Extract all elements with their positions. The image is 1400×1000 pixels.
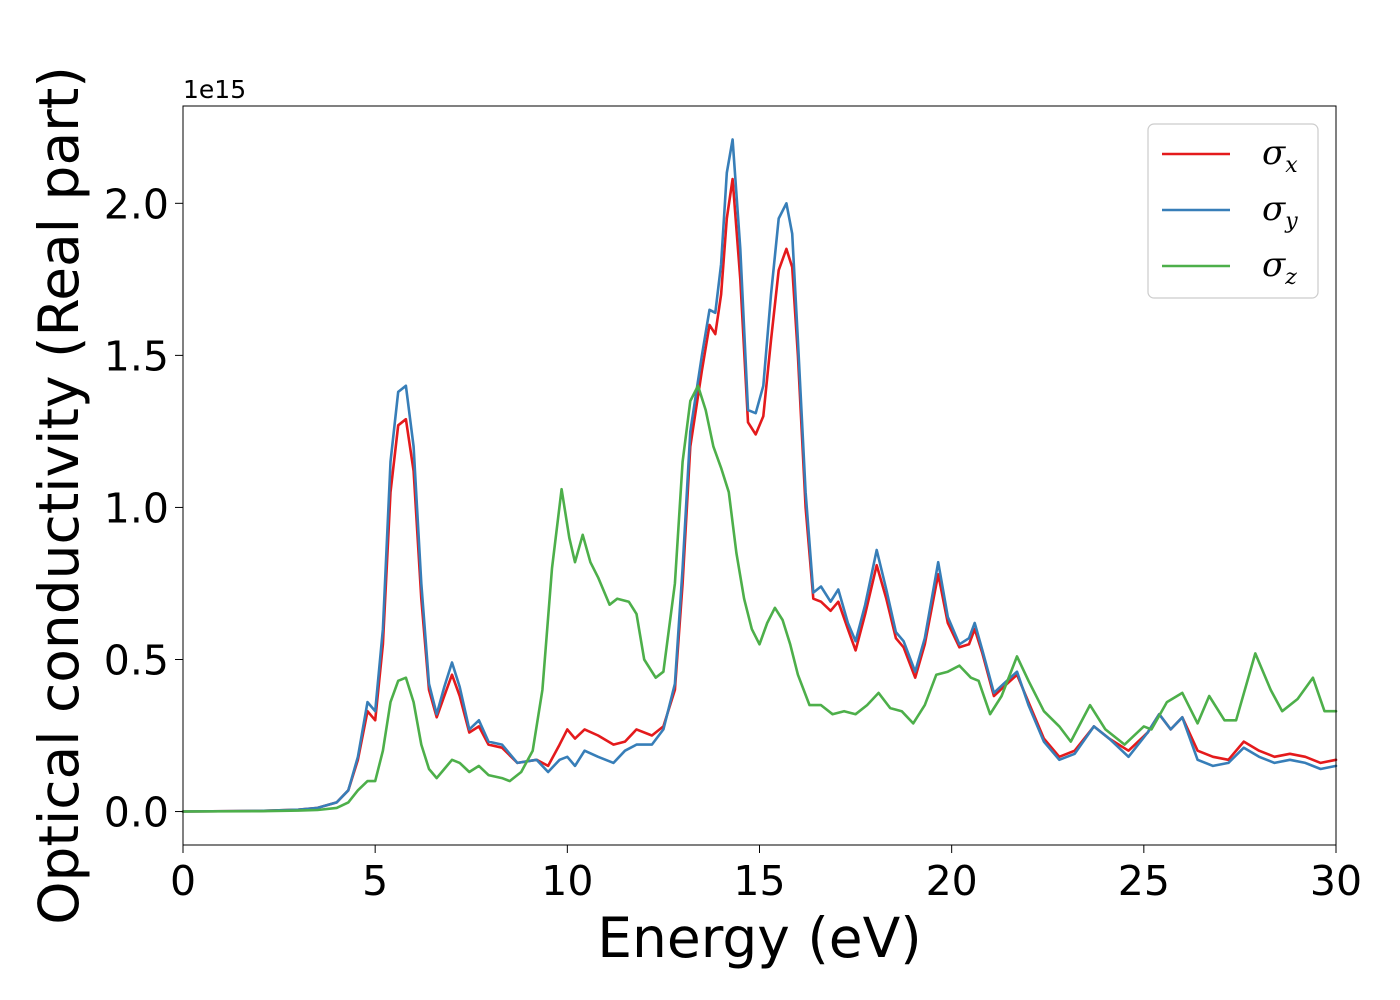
series-layer <box>181 138 1338 813</box>
y-tick-label: 0.0 <box>104 789 169 837</box>
y-tick-label: 0.5 <box>104 636 169 684</box>
y-tick-label: 1.5 <box>104 332 169 380</box>
x-tick-label: 25 <box>1118 857 1170 905</box>
legend-label: σz <box>1262 245 1297 290</box>
legend-box <box>1147 123 1319 299</box>
y-axis-title: Optical conductivity (Real part) <box>27 66 91 925</box>
y-tick-label: 2.0 <box>104 180 169 228</box>
x-axis-ticks: 0 5 10 15 20 25 30 <box>170 845 1362 905</box>
legend: σx σy σz <box>1147 123 1319 299</box>
plot-area <box>183 106 1336 845</box>
x-tick-label: 30 <box>1310 857 1362 905</box>
x-tick-label: 15 <box>733 857 785 905</box>
series-line-2 <box>181 138 1338 813</box>
y-tick-label: 1.0 <box>104 484 169 532</box>
legend-label: σx <box>1262 133 1298 178</box>
series-line-3 <box>181 384 1338 813</box>
x-tick-label: 20 <box>926 857 978 905</box>
x-tick-label: 0 <box>170 857 196 905</box>
y-axis-offset-text: 1e15 <box>183 75 246 104</box>
x-axis-title: Energy (eV) <box>597 906 921 970</box>
y-axis-ticks: 0.0 0.5 1.0 1.5 2.0 <box>104 180 183 837</box>
x-tick-label: 10 <box>541 857 593 905</box>
x-tick-label: 5 <box>362 857 388 905</box>
legend-label: σy <box>1262 189 1298 234</box>
